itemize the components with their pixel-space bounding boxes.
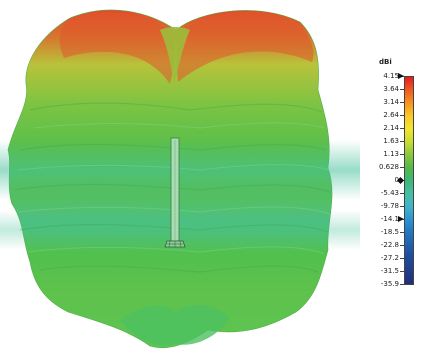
- legend-tick-mark: [400, 154, 404, 155]
- legend-tick-mark: [400, 271, 404, 272]
- legend-tick-label: -35.9: [380, 280, 399, 288]
- legend-tick-mark: [400, 258, 404, 259]
- legend-unit-label: dBi: [379, 58, 392, 66]
- legend-tick-label: -18.5: [380, 228, 399, 236]
- legend-marker-diamond-icon[interactable]: [396, 176, 405, 184]
- legend-tick-mark: [400, 115, 404, 116]
- color-legend: dBi 4.15 3.64 3.14 2.64 2.14 1.63 1.13 0.628 0 -5…: [365, 58, 421, 288]
- legend-tick-mark: [400, 167, 404, 168]
- legend-tick-label: 2.14: [383, 124, 399, 132]
- antenna-model: [164, 137, 186, 248]
- legend-tick-label: 2.64: [383, 111, 399, 119]
- legend-tick-label: -5.43: [380, 189, 399, 197]
- legend-tick-mark: [400, 284, 404, 285]
- legend-tick-label: 4.15: [383, 72, 399, 80]
- legend-tick-mark: [400, 89, 404, 90]
- legend-tick-mark: [400, 128, 404, 129]
- legend-tick-label: 0.628: [378, 163, 399, 171]
- legend-tick-mark: [400, 141, 404, 142]
- legend-tick-label: 1.63: [383, 137, 399, 145]
- legend-tick-label: 3.14: [383, 98, 399, 106]
- legend-tick-label: 1.13: [383, 150, 399, 158]
- legend-tick-label: 0: [395, 176, 399, 184]
- legend-tick-mark: [400, 232, 404, 233]
- legend-tick-label: -14.1: [380, 215, 399, 223]
- legend-tick-label: -31.5: [380, 267, 399, 275]
- legend-tick-label: -9.78: [380, 202, 399, 210]
- legend-marker-arrow-icon[interactable]: [398, 216, 404, 222]
- legend-tick-mark: [400, 206, 404, 207]
- radiation-pattern-3d[interactable]: [0, 0, 360, 356]
- legend-tick-label: -27.2: [380, 254, 399, 262]
- colorbar: [404, 76, 414, 285]
- legend-tick-label: -22.8: [380, 241, 399, 249]
- legend-tick-mark: [400, 193, 404, 194]
- legend-tick-mark: [400, 245, 404, 246]
- legend-marker-arrow-icon[interactable]: [398, 73, 404, 79]
- legend-tick-label: 3.64: [383, 85, 399, 93]
- legend-tick-mark: [400, 102, 404, 103]
